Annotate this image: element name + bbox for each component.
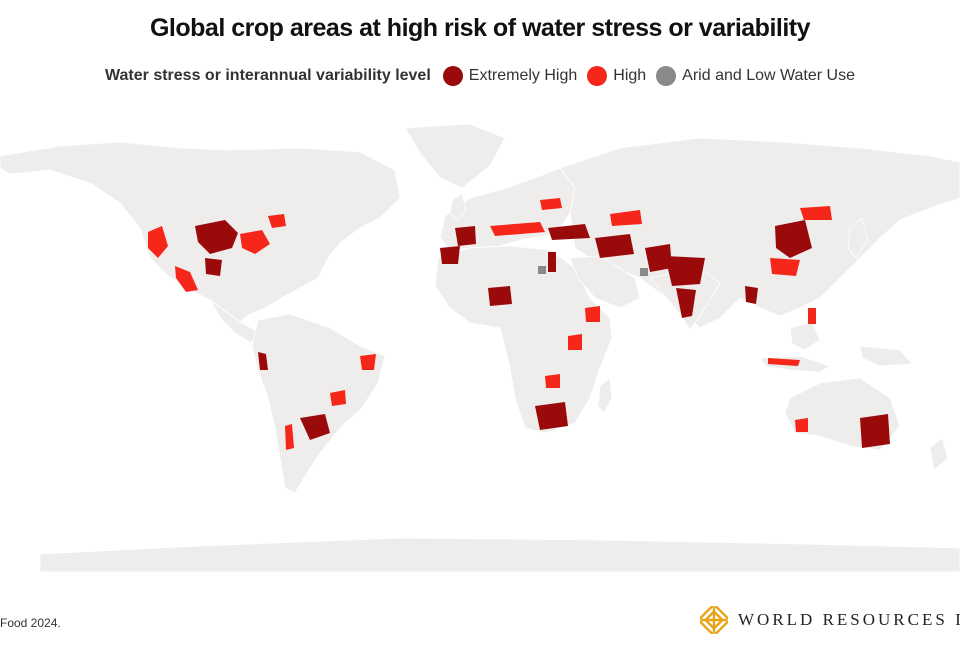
source-note: Food 2024.: [0, 616, 61, 630]
land-greenland: [404, 123, 506, 189]
risk-area-peru: [258, 352, 268, 370]
arid-area-pakistan: [640, 268, 648, 276]
land-antarctica: [39, 537, 960, 573]
risk-area-mediterranean: [490, 222, 545, 236]
legend-label-high: High: [613, 67, 647, 84]
wri-logo: WORLD RESOURCES IN: [700, 606, 960, 634]
risk-area-southern-africa: [535, 402, 568, 430]
risk-area-brazil-ne: [360, 354, 376, 370]
risk-area-indus: [645, 244, 672, 272]
risk-area-turkey: [548, 224, 590, 240]
risk-area-argentina: [300, 414, 330, 440]
land-japan: [847, 217, 869, 259]
legend: Water stress or interannual variability …: [0, 66, 960, 86]
risk-area-iran: [595, 234, 634, 258]
legend-title: Water stress or interannual variability …: [105, 67, 431, 84]
risk-area-us-great-plains: [195, 220, 238, 254]
risk-area-myanmar: [745, 286, 758, 304]
risk-area-india-south: [676, 288, 696, 318]
land-new-guinea: [859, 345, 913, 367]
risk-area-us-midwest: [240, 230, 270, 254]
land-borneo: [789, 321, 821, 351]
risk-area-mexico: [175, 266, 198, 292]
legend-swatch-extremely-high: [442, 66, 463, 86]
land-south-america: [251, 313, 386, 494]
world-map: [0, 123, 960, 573]
risk-area-sahel: [488, 286, 512, 306]
legend-swatch-arid: [656, 66, 677, 86]
arid-area-egypt: [538, 266, 546, 274]
risk-area-chile: [285, 424, 294, 450]
wri-diamond-logo-icon: [700, 606, 728, 634]
legend-item-extremely-high: Extremely High: [442, 66, 578, 86]
legend-label-arid: Arid and Low Water Use: [682, 67, 855, 84]
land-masses: [0, 123, 960, 573]
chart-title: Global crop areas at high risk of water …: [149, 14, 811, 42]
legend-item-high: High: [587, 66, 646, 86]
legend-item-arid: Arid and Low Water Use: [656, 66, 855, 86]
risk-area-central-asia: [610, 210, 642, 226]
risk-area-china-south: [770, 258, 800, 276]
risk-area-brazil-south: [330, 390, 346, 406]
risk-area-australia-east: [860, 414, 890, 448]
legend-label-extremely-high: Extremely High: [468, 67, 578, 84]
risk-area-nile: [548, 252, 556, 272]
risk-area-north-china: [775, 220, 812, 258]
risk-area-us-texas: [205, 258, 222, 276]
risk-area-us-east: [268, 214, 286, 228]
risk-area-india-north: [665, 256, 705, 286]
land-new-zealand: [929, 437, 949, 471]
legend-swatch-high: [587, 66, 608, 86]
land-madagascar: [597, 377, 613, 414]
risk-area-us-west: [148, 226, 168, 258]
risk-area-ukraine: [540, 198, 562, 210]
risk-areas: [148, 198, 890, 450]
risk-area-morocco: [440, 246, 460, 264]
land-uk: [449, 193, 467, 221]
risk-area-java: [768, 358, 800, 366]
risk-area-australia-sw: [795, 418, 808, 432]
risk-area-ethiopia: [585, 306, 600, 322]
risk-area-zambia: [545, 374, 560, 388]
risk-area-philippines: [808, 308, 816, 324]
risk-area-east-africa: [568, 334, 582, 350]
wri-logo-text: WORLD RESOURCES IN: [738, 610, 960, 629]
land-arabia: [569, 255, 641, 309]
risk-area-china-east: [800, 206, 832, 220]
risk-area-spain: [455, 226, 476, 246]
